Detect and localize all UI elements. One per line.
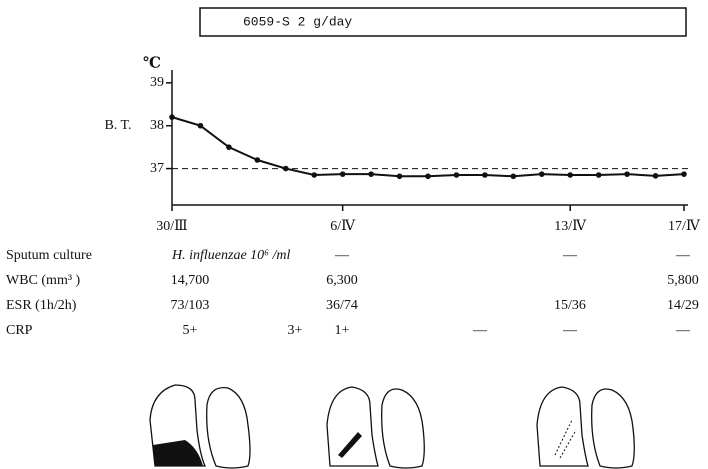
y-tick-label: 38	[150, 118, 164, 133]
row-label: ESR (1h/2h)	[6, 298, 77, 313]
title-box	[199, 7, 687, 37]
data-point	[226, 144, 232, 150]
data-point	[595, 172, 602, 178]
table-cell: —	[334, 248, 350, 263]
data-point	[254, 157, 261, 163]
data-point	[510, 173, 517, 180]
data-point	[197, 122, 204, 129]
data-point	[396, 173, 403, 180]
data-point	[681, 171, 687, 177]
table-cell: 15/36	[554, 298, 586, 313]
table-cell: 5,800	[667, 273, 699, 288]
series-line	[171, 116, 685, 178]
x-tick-label: 13/Ⅳ	[554, 219, 587, 234]
lung	[591, 388, 635, 469]
lungs	[149, 384, 635, 469]
table-cell: 73/103	[171, 298, 210, 313]
y-tick-label: 37	[150, 161, 164, 176]
data-point	[624, 171, 630, 177]
chart-title: 6059-S 2 g/day	[243, 14, 352, 29]
lung	[149, 384, 207, 467]
table-cell: —	[562, 248, 578, 263]
data-point	[339, 171, 346, 177]
row-label: Sputum culture	[6, 248, 92, 263]
row-label: CRP	[6, 323, 33, 338]
data-point	[311, 172, 318, 178]
lung-shadow	[554, 419, 577, 459]
data-point	[482, 172, 488, 178]
x-tick-label: 6/Ⅳ	[330, 219, 356, 234]
table-cell: 14,700	[171, 273, 210, 288]
table-cell: 36/74	[326, 298, 358, 313]
y-tick-label: 39	[150, 75, 164, 90]
table-cell: 3+	[288, 323, 303, 338]
data-point	[652, 173, 659, 179]
table-cell: —	[562, 323, 578, 338]
lung	[536, 386, 589, 467]
lung	[381, 388, 425, 469]
data-point	[368, 171, 374, 177]
x-tick-label: 17/Ⅳ	[668, 219, 701, 234]
table-cell: 1+	[335, 323, 350, 338]
data-point	[425, 173, 431, 180]
data-point	[567, 172, 574, 178]
table-cell: H. influenzae 10⁶ /ml	[171, 248, 291, 263]
table-cell: —	[675, 248, 691, 263]
table-cell: 5+	[183, 323, 198, 338]
table-cell: 6,300	[326, 273, 358, 288]
data-point	[169, 114, 175, 120]
data-point	[453, 172, 460, 178]
data-point	[282, 165, 289, 172]
lung-shadow	[153, 440, 203, 466]
lung-shadow	[338, 432, 362, 458]
y-axis-label: B. T.	[104, 118, 131, 133]
y-unit: ℃	[143, 55, 161, 71]
x-tick-label: 30/Ⅲ	[156, 219, 187, 234]
data-point	[538, 171, 545, 177]
lung	[206, 386, 251, 469]
table-cell: 14/29	[667, 298, 699, 313]
row-label: WBC (mm³ )	[6, 273, 81, 288]
table-cell: —	[675, 323, 691, 338]
table-cell: —	[472, 323, 488, 338]
lung	[326, 386, 379, 467]
